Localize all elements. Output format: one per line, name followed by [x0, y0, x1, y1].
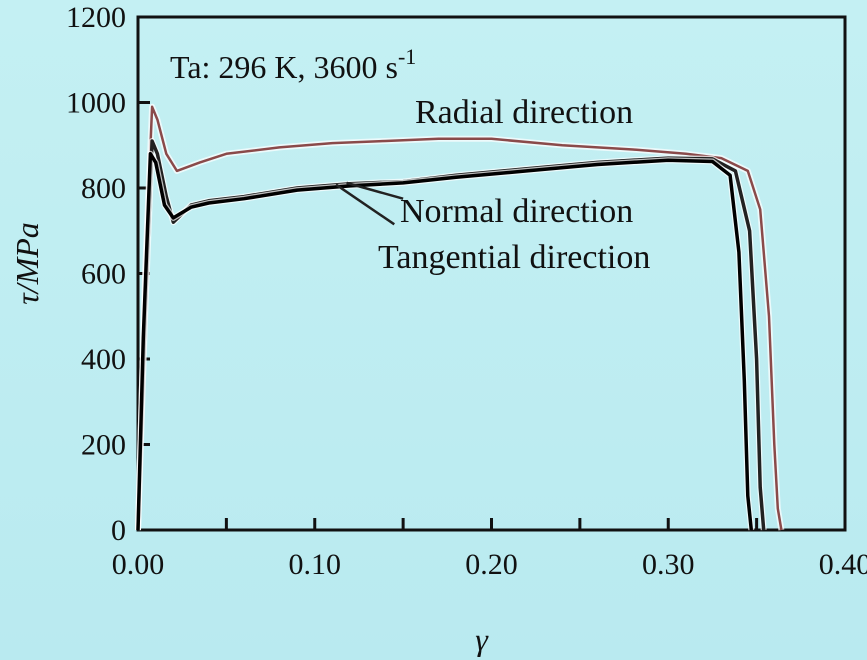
- x-tick-label: 0.40: [819, 548, 867, 581]
- annotation-label-1: Normal direction: [400, 193, 633, 230]
- chart-title: Ta: 296 K, 3600 s-1: [170, 44, 416, 85]
- x-tick-label: 0.00: [112, 548, 165, 581]
- y-tick-label: 0: [111, 514, 126, 547]
- x-tick-label: 0.10: [289, 548, 342, 581]
- y-tick-label: 1000: [66, 87, 126, 120]
- y-tick-label: 600: [81, 258, 126, 291]
- plot-axes: 0.00 0.10 0.20 0.30 0.40 0 200 400 600 800 1000 120…: [66, 1, 867, 581]
- series-group: [135, 103, 785, 531]
- series-halo-0: [135, 103, 785, 531]
- annotation-label-0: Radial direction: [415, 94, 633, 131]
- title-superscript: -1: [398, 44, 416, 69]
- y-tick-label: 1200: [66, 1, 126, 34]
- series-line-2: [136, 152, 754, 531]
- annotation-group: Radial direction Normal direction Tangenti…: [335, 94, 650, 276]
- x-axis-title: γ: [475, 621, 489, 657]
- annotation-label-2: Tangential direction: [378, 239, 650, 276]
- annotation-leader-2: [335, 183, 395, 226]
- annotation-leader-1: [346, 181, 404, 200]
- y-axis-title: τ/MPa: [9, 222, 45, 305]
- y-tick-label: 400: [81, 343, 126, 376]
- x-tick-label: 0.30: [642, 548, 695, 581]
- y-tick-label: 800: [81, 172, 126, 205]
- series-line-0: [136, 105, 783, 531]
- x-tick-label: 0.20: [465, 548, 518, 581]
- y-tick-label: 200: [81, 429, 126, 462]
